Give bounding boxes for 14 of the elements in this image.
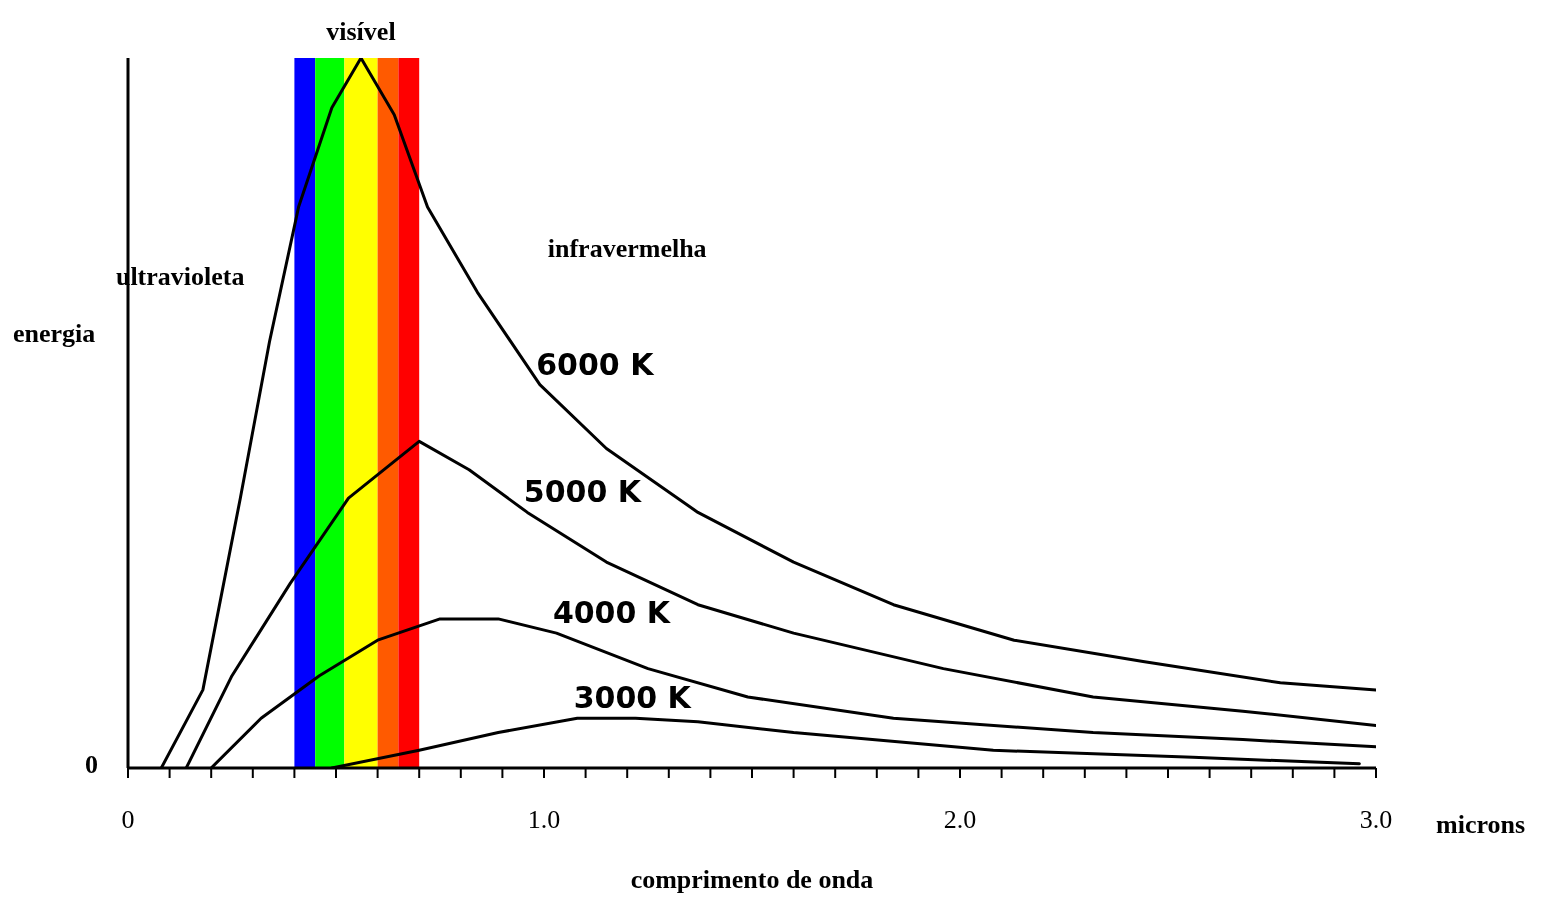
annotation: infravermelha <box>547 233 707 263</box>
x-tick-label: 1.0 <box>527 805 561 835</box>
text: 0 <box>85 750 98 779</box>
series-label: 5000 K <box>523 474 643 510</box>
x-tick-label: 2.0 <box>943 805 977 835</box>
text: visível <box>326 17 396 46</box>
series-label: 6000 K <box>536 346 656 382</box>
series-label: 3000 K <box>573 680 693 716</box>
x-tick-label: 3.0 <box>1359 805 1393 835</box>
series-label: 4000 K <box>552 595 672 631</box>
text: microns <box>1436 810 1526 839</box>
x-axis-title: comprimento de onda <box>630 865 874 894</box>
y-axis-title: energia <box>13 319 96 348</box>
x-tick-label: 0 <box>121 805 135 835</box>
